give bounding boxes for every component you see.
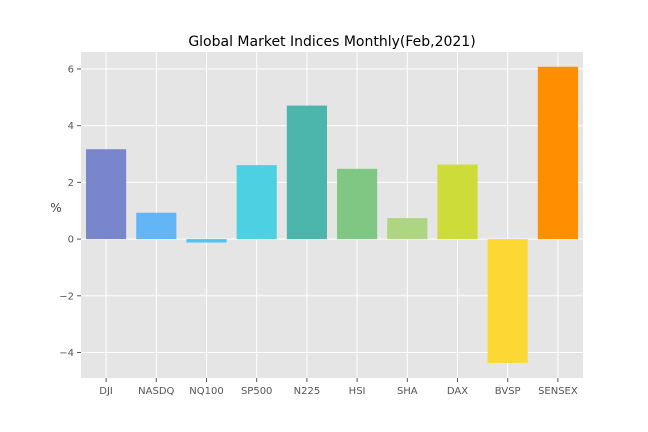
bar-sensex [537,66,578,240]
y-tick-label: 6 [68,65,74,76]
x-tick-label: SHA [397,386,418,397]
bar-dji [86,149,127,240]
bar-sha [387,218,428,240]
bar-sp500 [236,165,277,240]
x-tick-label: SP500 [241,386,272,397]
bar-dax [437,164,478,240]
y-tick-label: −4 [59,348,74,359]
bars [86,66,578,363]
x-tick-label: SENSEX [538,386,578,397]
x-tick-label: NASDQ [138,386,174,397]
y-axis-ticks: −4 −2 0 2 4 6 [59,65,81,359]
bar-nasdq [136,212,177,240]
x-axis-ticks: DJI NASDQ NQ100 SP500 N225 HSI SHA DAX BVSP SENSE… [99,378,578,397]
y-tick-label: 0 [68,235,74,246]
y-tick-label: 4 [68,121,74,132]
bar-bvsp [487,239,528,363]
x-tick-label: DJI [99,386,113,397]
bar-n225 [286,105,327,240]
bar-nq100 [186,239,227,243]
x-tick-label: HSI [349,386,366,397]
x-tick-label: N225 [294,386,321,397]
x-tick-label: DAX [447,386,468,397]
bar-hsi [337,168,378,240]
x-tick-label: BVSP [495,386,521,397]
y-axis-label: % [50,201,61,215]
x-tick-label: NQ100 [189,386,223,397]
y-tick-label: 2 [68,178,74,189]
chart-title: Global Market Indices Monthly(Feb,2021) [188,34,475,50]
y-tick-label: −2 [59,291,74,302]
